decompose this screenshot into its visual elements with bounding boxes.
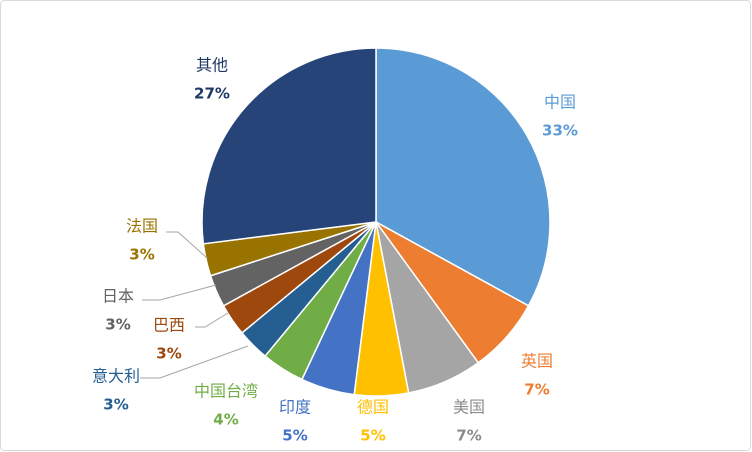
slice-label: 英国: [521, 352, 553, 371]
value-label: 27%: [194, 85, 230, 103]
value-label: 4%: [213, 411, 238, 429]
slice-label: 德国: [357, 398, 389, 417]
pie-slice: [375, 47, 551, 307]
value-label: 7%: [524, 381, 549, 399]
value-label: 7%: [456, 427, 481, 445]
value-label: 3%: [129, 246, 154, 264]
leader-line: [142, 284, 217, 301]
slice-label: 美国: [453, 398, 485, 417]
value-label: 33%: [542, 122, 578, 140]
slice-label: 法国: [126, 217, 158, 236]
slice-label: 中国台湾: [194, 382, 258, 401]
value-label: 5%: [282, 427, 307, 445]
value-label: 3%: [103, 396, 128, 414]
leader-line: [195, 312, 229, 328]
slice-label: 意大利: [92, 367, 140, 386]
slice-label: 其他: [196, 56, 228, 75]
slice-label: 巴西: [153, 316, 185, 335]
slice-label: 印度: [279, 398, 311, 417]
value-label: 5%: [360, 427, 385, 445]
slice-label: 日本: [102, 287, 134, 306]
slice-label: 中国: [544, 93, 576, 112]
value-label: 3%: [156, 345, 181, 363]
leader-line: [140, 345, 249, 379]
value-label: 3%: [105, 316, 130, 334]
leader-line: [166, 231, 208, 259]
pie-slice: [201, 47, 377, 245]
